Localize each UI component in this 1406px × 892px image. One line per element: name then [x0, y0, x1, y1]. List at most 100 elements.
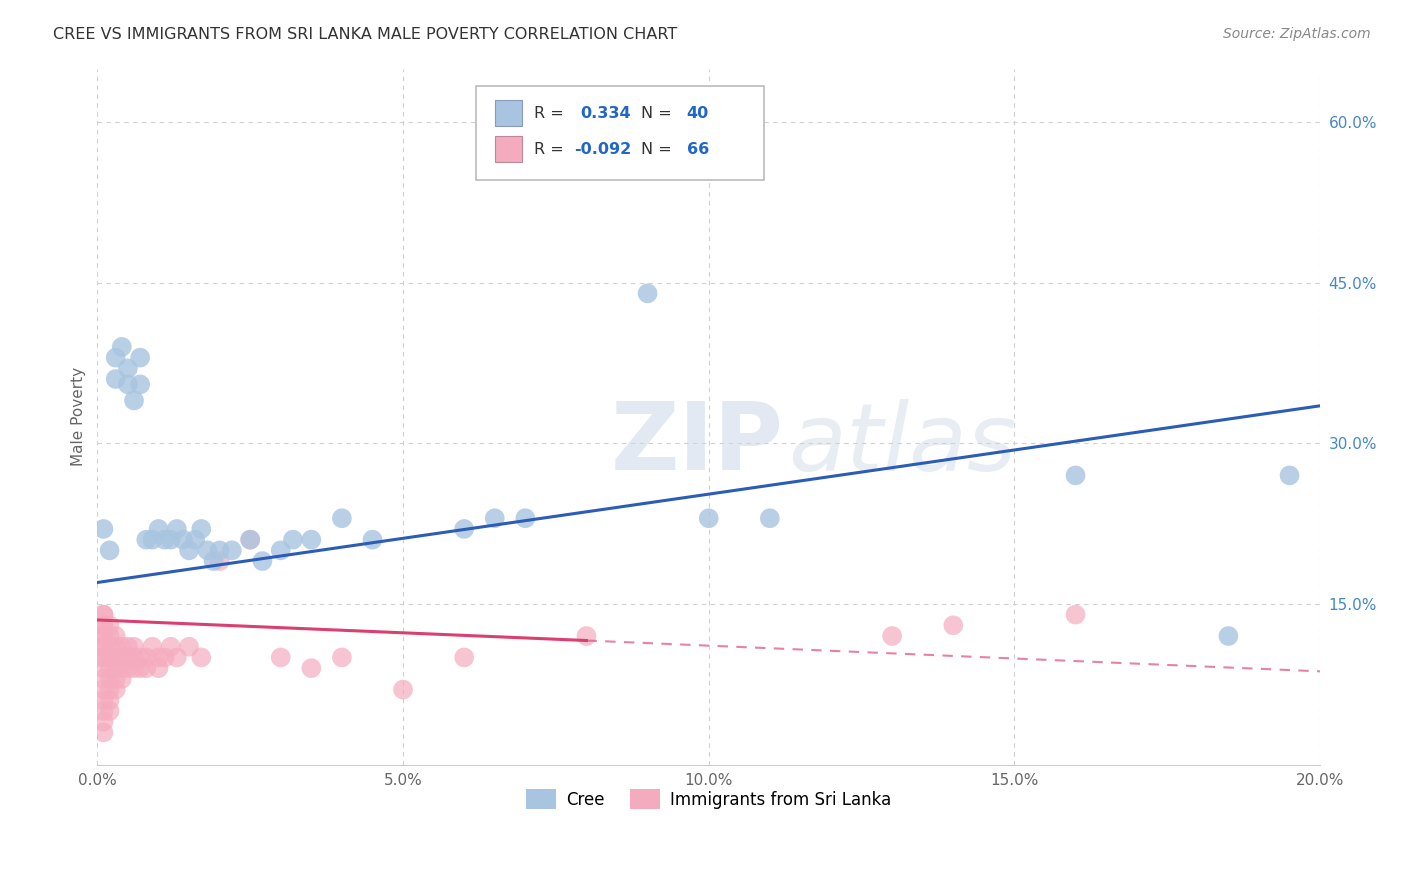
Text: ZIP: ZIP: [612, 399, 783, 491]
Point: [98, 543, 121, 558]
Point: [122, 640, 145, 654]
Legend: Cree, Immigrants from Sri Lanka: Cree, Immigrants from Sri Lanka: [520, 783, 898, 815]
Point: [98, 650, 121, 665]
Point: [104, 372, 127, 386]
Point: [759, 511, 782, 525]
Text: 0.334: 0.334: [581, 105, 631, 120]
Point: [93, 714, 115, 729]
Point: [129, 351, 152, 365]
Point: [1218, 629, 1240, 643]
Point: [153, 533, 176, 547]
Point: [93, 640, 115, 654]
Point: [1064, 468, 1087, 483]
Point: [111, 650, 134, 665]
Point: [111, 661, 134, 675]
Point: [98, 704, 121, 718]
Point: [361, 533, 384, 547]
Point: [392, 682, 415, 697]
Point: [299, 533, 322, 547]
Point: [270, 650, 292, 665]
Text: CREE VS IMMIGRANTS FROM SRI LANKA MALE POVERTY CORRELATION CHART: CREE VS IMMIGRANTS FROM SRI LANKA MALE P…: [53, 27, 678, 42]
Point: [98, 640, 121, 654]
Point: [122, 393, 145, 408]
Point: [98, 629, 121, 643]
Point: [117, 377, 139, 392]
Point: [98, 672, 121, 686]
Point: [270, 543, 292, 558]
Point: [98, 618, 121, 632]
Point: [208, 554, 231, 568]
Point: [159, 533, 181, 547]
Point: [93, 650, 115, 665]
Point: [93, 661, 115, 675]
Point: [98, 693, 121, 707]
Point: [135, 661, 157, 675]
Y-axis label: Male Poverty: Male Poverty: [72, 367, 86, 467]
Point: [104, 351, 127, 365]
Bar: [495, 100, 522, 127]
Point: [1278, 468, 1301, 483]
Point: [135, 650, 157, 665]
Point: [104, 629, 127, 643]
Point: [299, 661, 322, 675]
Bar: [495, 136, 522, 162]
Point: [93, 607, 115, 622]
Point: [98, 661, 121, 675]
Point: [93, 640, 115, 654]
Point: [141, 533, 163, 547]
Point: [98, 650, 121, 665]
Point: [330, 650, 353, 665]
Point: [1064, 607, 1087, 622]
Point: [104, 661, 127, 675]
Point: [93, 522, 115, 536]
Point: [148, 522, 170, 536]
Text: atlas: atlas: [789, 399, 1017, 490]
Point: [104, 672, 127, 686]
Point: [117, 650, 139, 665]
Point: [93, 682, 115, 697]
Point: [166, 650, 188, 665]
Point: [93, 672, 115, 686]
Point: [575, 629, 598, 643]
Point: [239, 533, 262, 547]
Point: [129, 650, 152, 665]
Point: [111, 640, 134, 654]
Point: [202, 554, 225, 568]
Point: [166, 522, 188, 536]
Point: [177, 640, 200, 654]
Point: [330, 511, 353, 525]
Point: [190, 650, 212, 665]
Text: R =: R =: [534, 142, 569, 157]
FancyBboxPatch shape: [477, 86, 763, 180]
Point: [93, 650, 115, 665]
Text: N =: N =: [641, 142, 678, 157]
Point: [153, 650, 176, 665]
Point: [93, 618, 115, 632]
Point: [141, 640, 163, 654]
Text: 40: 40: [686, 105, 709, 120]
Point: [129, 377, 152, 392]
Point: [135, 533, 157, 547]
Point: [104, 682, 127, 697]
Text: N =: N =: [641, 105, 678, 120]
Point: [129, 661, 152, 675]
Point: [104, 650, 127, 665]
Point: [453, 650, 475, 665]
Point: [208, 543, 231, 558]
Point: [697, 511, 720, 525]
Point: [122, 650, 145, 665]
Point: [93, 618, 115, 632]
Point: [98, 682, 121, 697]
Point: [93, 704, 115, 718]
Point: [184, 533, 207, 547]
Point: [93, 629, 115, 643]
Point: [281, 533, 304, 547]
Point: [159, 640, 181, 654]
Point: [942, 618, 965, 632]
Point: [882, 629, 904, 643]
Point: [93, 693, 115, 707]
Point: [111, 672, 134, 686]
Point: [484, 511, 506, 525]
Point: [111, 340, 134, 354]
Point: [197, 543, 219, 558]
